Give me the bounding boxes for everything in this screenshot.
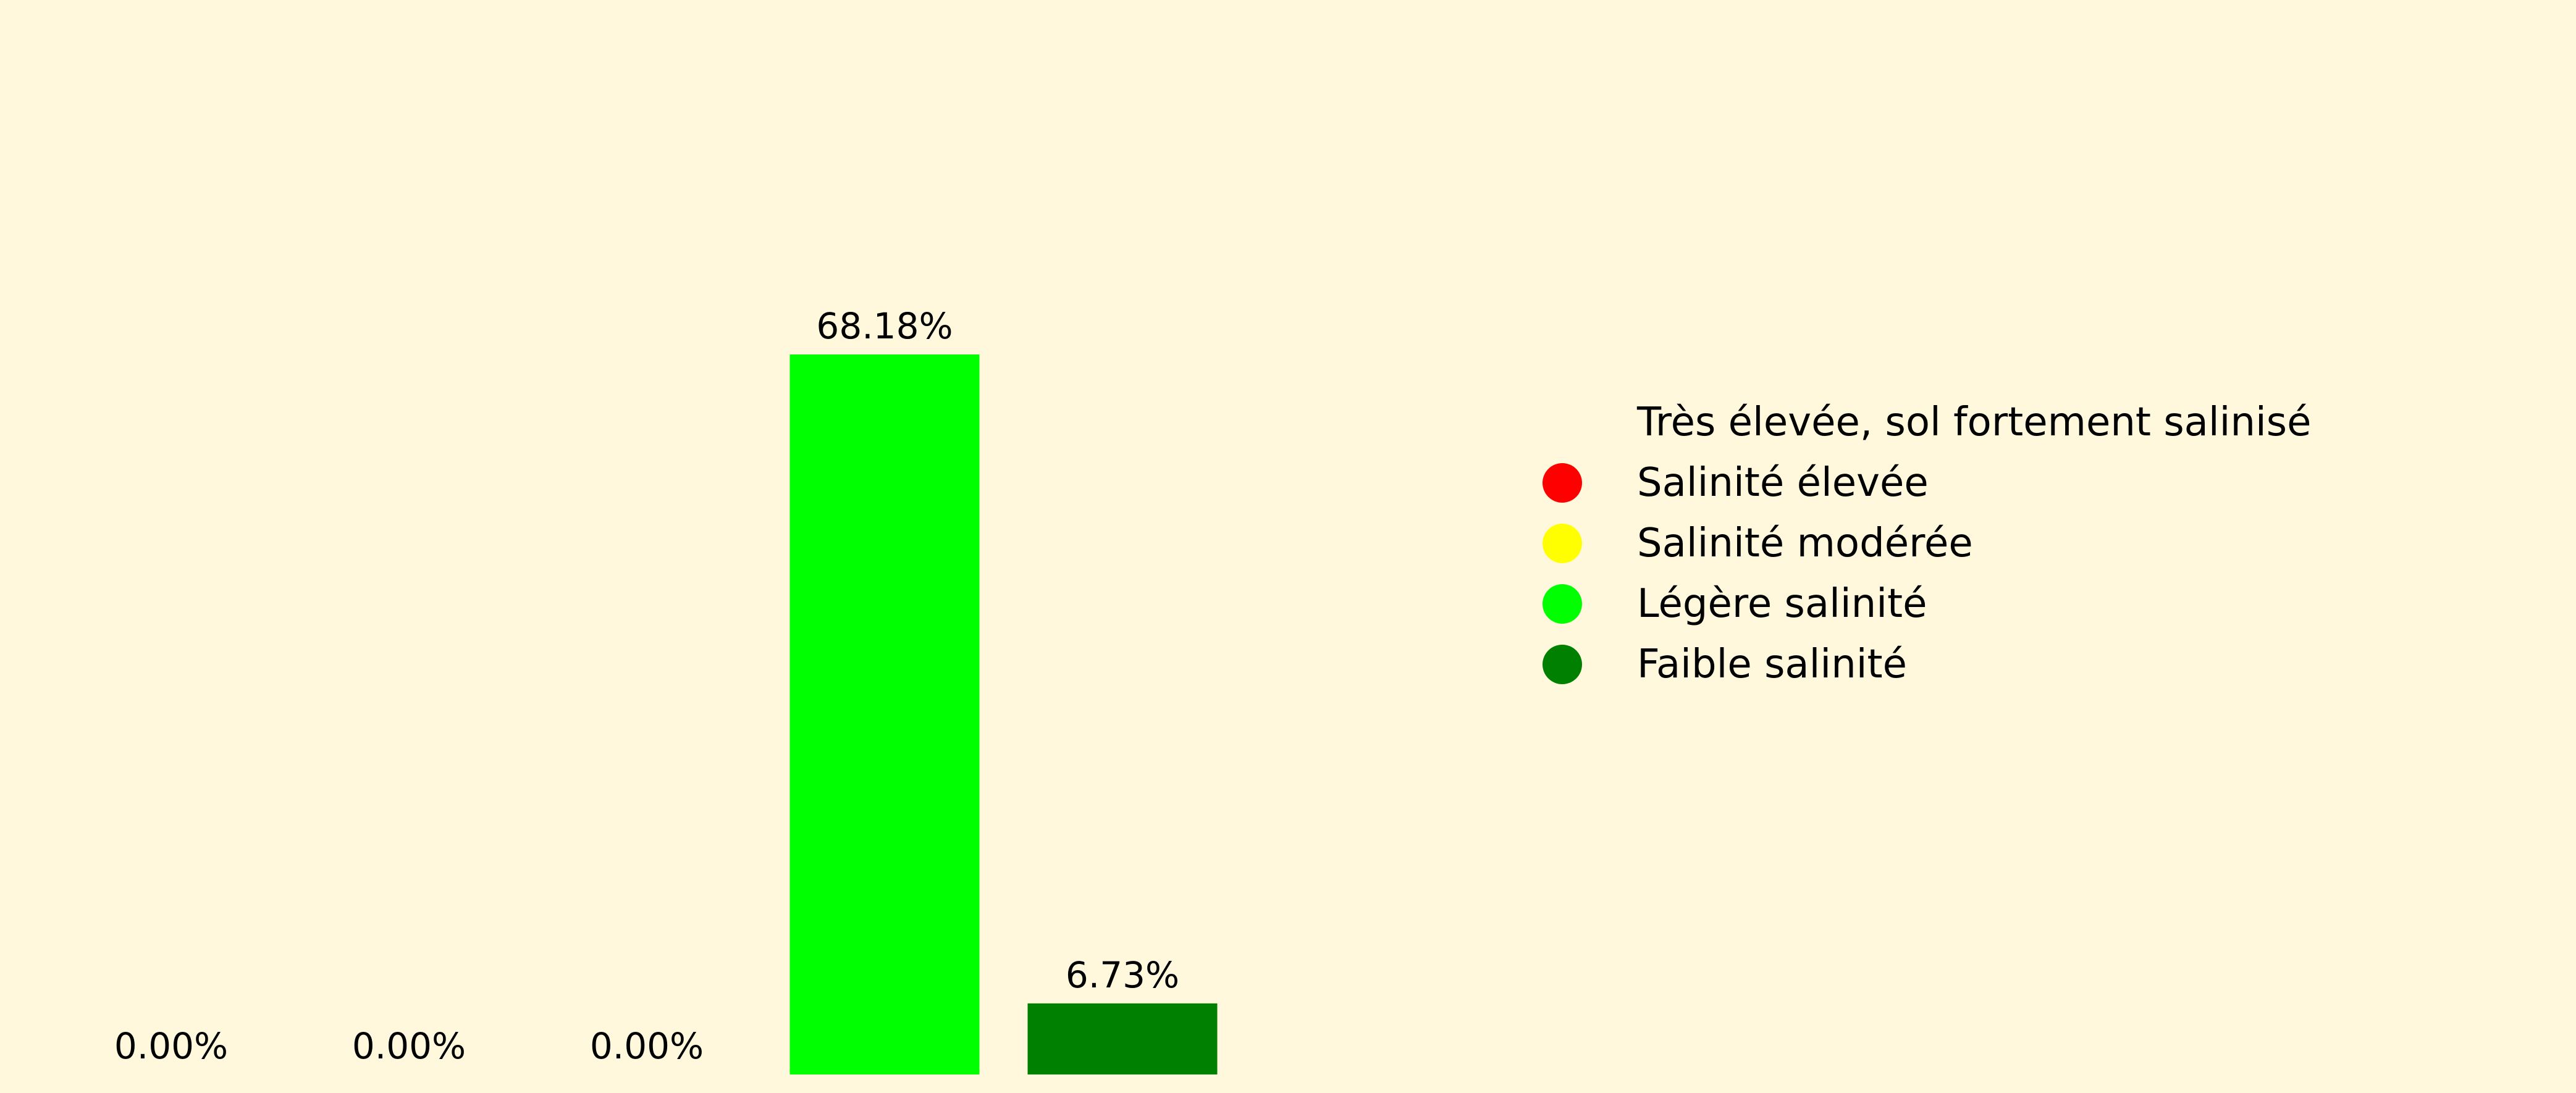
data-label: 68.18% (816, 305, 953, 347)
legend-label: Très élevée, sol fortement salinisé (1636, 400, 2312, 445)
data-label: 0.00% (114, 1025, 228, 1067)
bar (789, 354, 980, 1074)
legend-marker (1543, 463, 1582, 503)
legend-label: Légère salinité (1637, 581, 1927, 627)
legend-marker (1543, 645, 1582, 684)
data-label: 0.00% (590, 1025, 704, 1067)
legend-marker (1543, 584, 1582, 624)
legend-marker (1543, 524, 1582, 563)
legend-marker (1543, 403, 1582, 442)
data-label: 0.00% (352, 1025, 466, 1067)
data-label: 6.73% (1066, 954, 1179, 996)
legend-label: Salinité élevée (1637, 460, 1929, 506)
legend: Très élevée, sol fortement salinisé Salin… (1543, 400, 2312, 687)
bars-group (789, 354, 1218, 1074)
legend-label: Salinité modérée (1637, 521, 1973, 566)
legend-label: Faible salinité (1637, 642, 1907, 687)
bar (1027, 1003, 1218, 1074)
data-labels-group: 0.00% 0.00% 0.00% 68.18% 6.73% (114, 305, 1179, 1067)
